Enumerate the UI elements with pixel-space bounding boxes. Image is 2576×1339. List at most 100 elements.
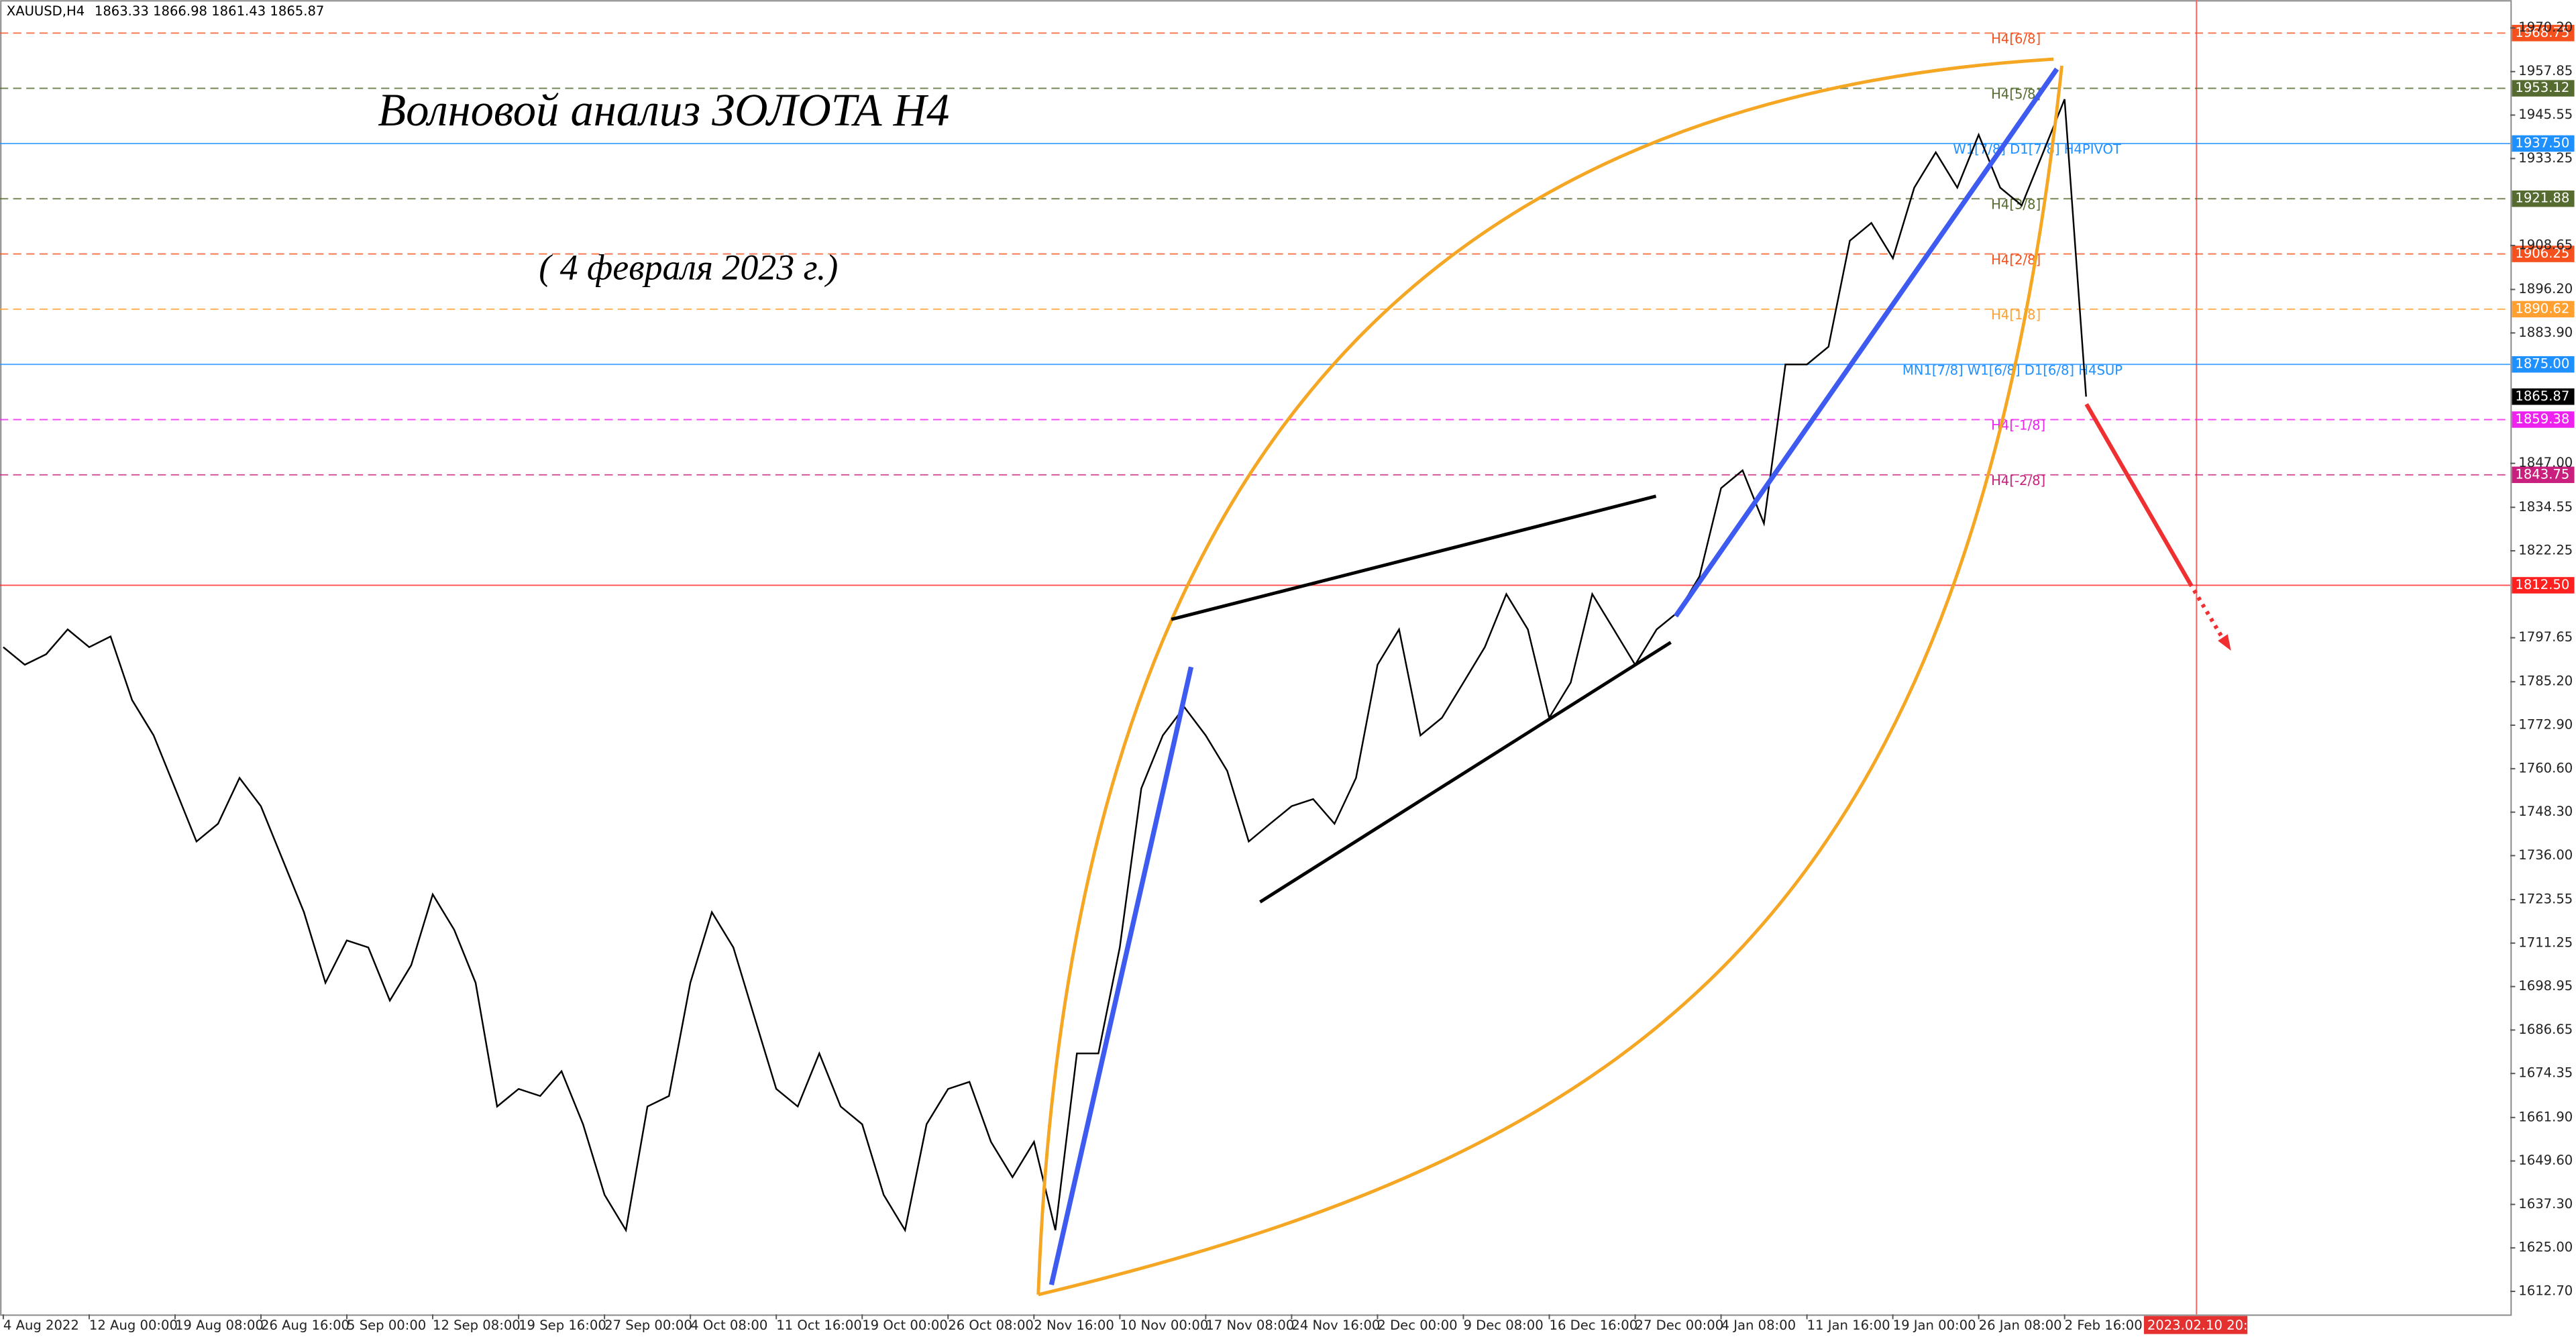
y-tick-label: 1661.90 [2518,1109,2573,1124]
y-tick-label: 1612.70 [2518,1283,2573,1298]
x-tick-label: 16 Dec 16:00 [1549,1318,1638,1333]
time-marker-label: 2023.02.10 20:00 [2147,1318,2265,1333]
symbol: XAUUSD,H4 [7,3,85,19]
y-tick-label: 1772.90 [2518,717,2573,733]
price-box [2512,80,2575,97]
price-box-label: 1890.62 [2515,301,2569,316]
plot-frame [0,0,2512,1316]
wedge-line [1171,494,1657,621]
wedge-line [1259,641,1672,904]
level-label: H4[5/8] [1991,87,2041,102]
x-tick-label: 2 Dec 00:00 [1377,1318,1457,1333]
price-box-label: 1937.50 [2515,135,2569,150]
x-tick-label: 4 Aug 2022 [3,1318,79,1333]
y-tick-label: 1970.20 [2518,19,2573,35]
level-label: H4[3/8] [1991,197,2041,213]
price-box [2512,25,2575,42]
y-tick-label: 1847.00 [2518,455,2573,470]
levels: H4[6/8] 1968.75 H4[5/8] 1953.12 W1[7/8] D1[7… [0,25,2575,594]
price-box-label: 1906.25 [2515,246,2569,261]
x-tick-label: 19 Aug 08:00 [175,1318,264,1333]
x-tick-label: 2 Feb 16:00 [2065,1318,2143,1333]
y-tick-label: 1933.25 [2518,150,2573,166]
price-box-label: 1968.75 [2515,25,2569,40]
y-tick-label: 1736.00 [2518,847,2573,863]
y-tick-label: 1896.20 [2518,281,2573,297]
x-tick-label: 2 Nov 16:00 [1034,1318,1114,1333]
x-tick-label: 12 Aug 00:00 [89,1318,178,1333]
forecast-arrow [2218,634,2231,651]
x-tick-label: 17 Nov 08:00 [1205,1318,1294,1333]
y-tick-label: 1649.60 [2518,1153,2573,1168]
y-tick-label: 1797.65 [2518,629,2573,645]
x-tick-label: 10 Nov 00:00 [1120,1318,1208,1333]
y-tick-label: 1711.25 [2518,934,2573,950]
price-box-label: 1921.88 [2515,191,2569,206]
x-tick-label: 27 Sep 00:00 [604,1318,692,1333]
forecast-dotted [2188,582,2228,645]
price-box [2512,190,2575,207]
x-tick-label: 11 Jan 16:00 [1807,1318,1890,1333]
level-label: H4[6/8] [1991,32,2041,47]
y-tick-label: 1760.60 [2518,760,2573,775]
price-box [2512,411,2575,428]
y-tick-label: 1834.55 [2518,499,2573,515]
x-tick-label: 4 Oct 08:00 [690,1318,767,1333]
wave-line [1673,67,2059,618]
y-tick-label: 1637.30 [2518,1196,2573,1212]
x-tick-label: 19 Jan 00:00 [1893,1318,1976,1333]
x-tick-label: 26 Oct 08:00 [948,1318,1034,1333]
price-box-label: 1953.12 [2515,80,2569,95]
y-tick-label: 1723.55 [2518,892,2573,907]
header: XAUUSD,H4 1863.33 1866.98 1861.43 1865.87 [7,3,325,19]
x-tick-label: 12 Sep 08:00 [433,1318,521,1333]
y-tick-label: 1785.20 [2518,674,2573,689]
y-tick-label: 1686.65 [2518,1022,2573,1037]
price-box [2512,246,2575,262]
x-tick-label: 27 Dec 00:00 [1635,1318,1724,1333]
level-label: H4[-2/8] [1991,473,2045,488]
price-box-label: 1812.50 [2515,577,2569,592]
price-box-label: 1859.38 [2515,411,2569,427]
price-box [2512,577,2575,594]
x-tick-label: 19 Sep 16:00 [519,1318,606,1333]
arc-upper [1036,57,2054,1295]
y-tick-label: 1957.85 [2518,63,2573,78]
annotation-title: Волновой анализ ЗОЛОТА H4 [378,85,949,136]
annotation-date: ( 4 февраля 2023 г.) [539,247,838,287]
price-box [2512,356,2575,373]
forecast-line [2084,403,2192,584]
y-tick-label: 1698.95 [2518,978,2573,994]
x-tick-label: 19 Oct 00:00 [862,1318,948,1333]
ohlc: 1863.33 1866.98 1861.43 1865.87 [95,3,325,19]
y-tick-label: 1945.55 [2518,107,2573,122]
y-tick-label: 1625.00 [2518,1240,2573,1255]
price-box-label: 1875.00 [2515,356,2569,372]
price-box [2512,301,2575,318]
x-tick-label: 9 Dec 08:00 [1463,1318,1543,1333]
level-label: W1[7/8] D1[7/8] H4PIVOT [1953,142,2122,157]
x-tick-label: 11 Oct 16:00 [776,1318,862,1333]
level-label: H4[-1/8] [1991,418,2045,433]
price-box [2512,466,2575,484]
level-label: H4[2/8] [1991,252,2041,268]
x-tick-label: 26 Jan 08:00 [1979,1318,2062,1333]
y-tick-label: 1822.25 [2518,543,2573,558]
x-tick-label: 5 Sep 00:00 [347,1318,426,1333]
level-label: H4[1/8] [1991,307,2041,323]
time-marker-box [2143,1316,2248,1334]
y-tick-label: 1748.30 [2518,804,2573,819]
price-box [2512,135,2575,152]
y-tick-label: 1674.35 [2518,1065,2573,1081]
x-tick-label: 26 Aug 16:00 [261,1318,350,1333]
y-tick-label: 1883.90 [2518,325,2573,340]
price-box [2512,388,2575,405]
arc-lower [1038,65,2063,1297]
x-tick-label: 4 Jan 08:00 [1721,1318,1796,1333]
price-box-label: 1843.75 [2515,466,2569,482]
y-tick-label: 1908.65 [2518,237,2573,252]
x-tick-label: 24 Nov 16:00 [1291,1318,1380,1333]
price-box-label: 1865.87 [2515,388,2569,404]
